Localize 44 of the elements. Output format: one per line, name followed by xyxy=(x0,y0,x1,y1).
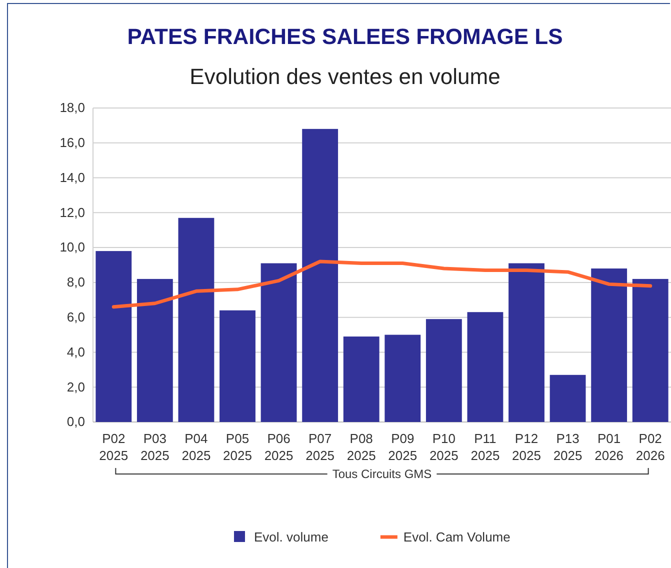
x-tick-label: P09 2025 xyxy=(388,431,418,463)
x-tick-label: P10 2025 xyxy=(429,431,458,463)
y-tick-label: 12,0 xyxy=(60,204,85,220)
bar xyxy=(302,128,338,422)
bar xyxy=(178,218,214,422)
y-tick-label: 2,0 xyxy=(66,379,85,394)
legend-label: Evol. volume xyxy=(254,530,328,544)
y-tick-label: 8,0 xyxy=(66,274,85,290)
legend-label: Evol. Cam Volume xyxy=(403,530,510,544)
x-tick-label: P05 2025 xyxy=(223,431,252,463)
y-tick-label: 16,0 xyxy=(60,135,85,150)
bar xyxy=(508,263,544,422)
x-tick-label: P02 2026 xyxy=(636,431,665,463)
bar xyxy=(96,251,132,422)
bar xyxy=(632,278,668,422)
bar xyxy=(220,310,256,422)
x-tick-label: P11 2025 xyxy=(470,431,500,463)
y-tick-label: 0,0 xyxy=(66,414,85,430)
x-tick-label: P08 2025 xyxy=(346,431,376,463)
line-series xyxy=(112,260,652,309)
bar xyxy=(343,336,380,422)
bar xyxy=(467,312,504,422)
y-tick-label: 14,0 xyxy=(60,170,85,185)
x-tick-label: P01 2026 xyxy=(594,431,624,463)
y-tick-label: 10,0 xyxy=(60,240,85,255)
x-tick-label: P12 2025 xyxy=(512,431,541,463)
bar xyxy=(260,263,297,422)
bar xyxy=(550,374,586,422)
chart-subtitle: Evolution des ventes en volume xyxy=(190,64,500,89)
bar xyxy=(384,334,421,422)
y-tick-label: 6,0 xyxy=(66,309,85,324)
bar xyxy=(591,268,628,422)
x-tick-label: P04 2025 xyxy=(182,431,211,463)
y-tick-label: 4,0 xyxy=(66,344,85,360)
x-tick-label: P13 2025 xyxy=(553,431,582,463)
x-tick-label: P02 2025 xyxy=(99,431,128,463)
bar xyxy=(426,319,462,422)
text: Tous Circuits GMS xyxy=(332,467,432,481)
x-tick-label: P03 2025 xyxy=(140,431,170,463)
y-tick-label: 18,0 xyxy=(60,100,85,116)
bar xyxy=(136,278,173,422)
chart-title: PATES FRAICHES SALEES FROMAGE LS xyxy=(127,24,563,49)
x-tick-label: P07 2025 xyxy=(306,431,335,463)
x-tick-label: P06 2025 xyxy=(264,431,294,463)
